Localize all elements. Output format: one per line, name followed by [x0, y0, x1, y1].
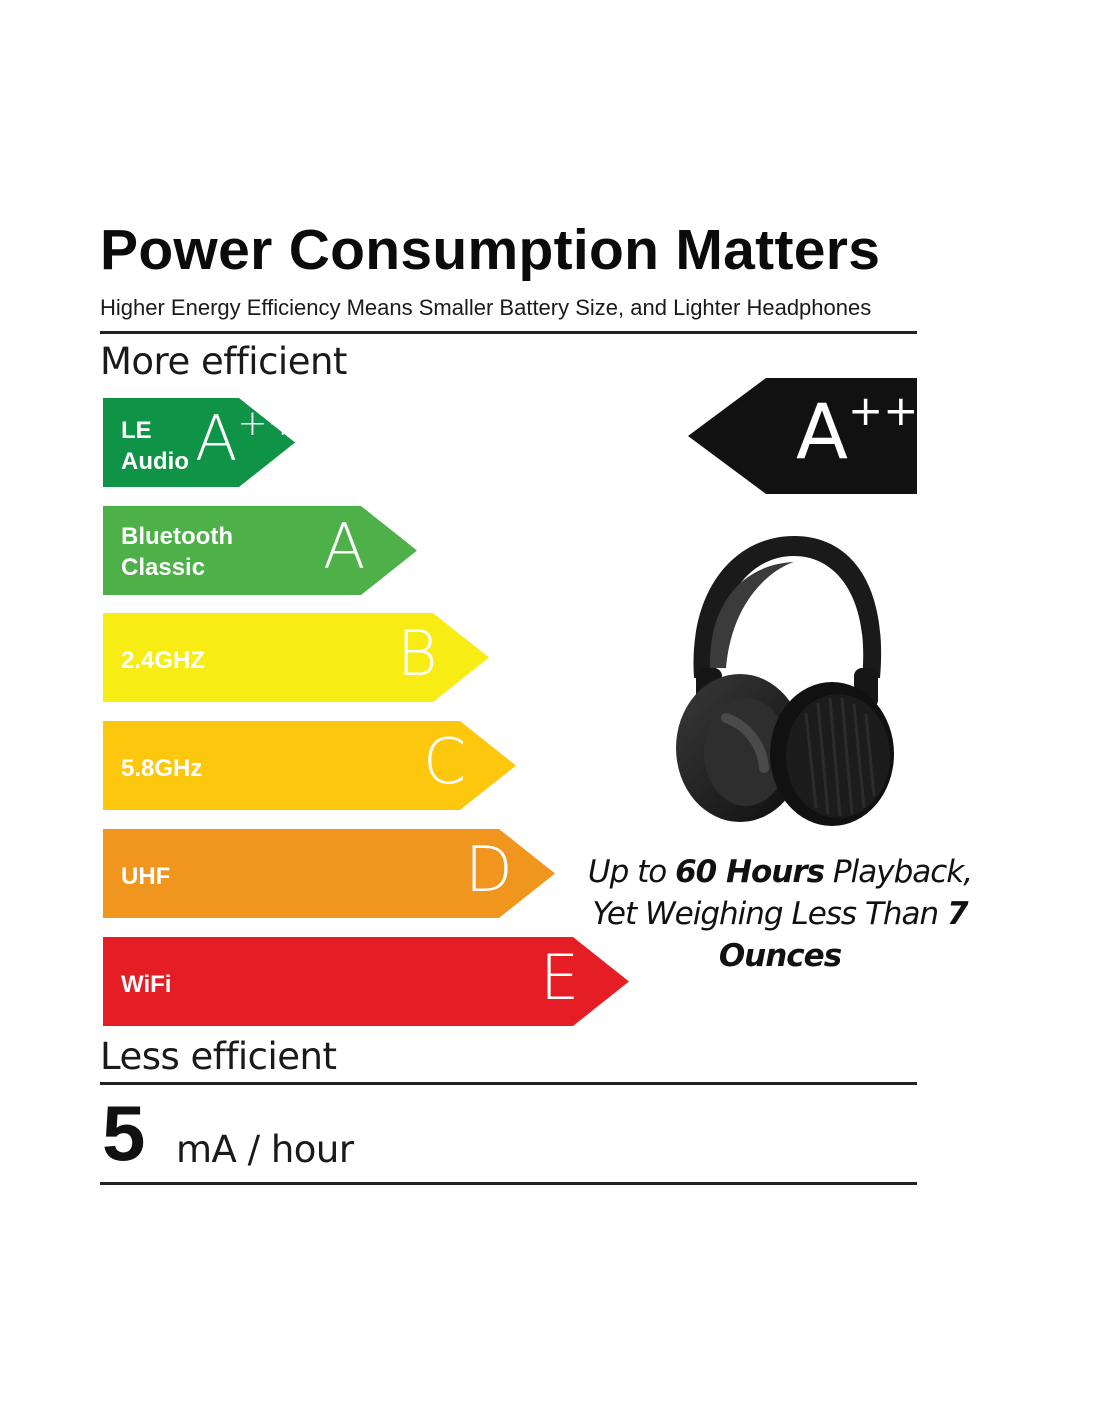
caption-line-2: Yet Weighing Less Than 7 Ounces [592, 895, 968, 974]
energy-bar-arrow [103, 613, 489, 702]
energy-bar-arrow [103, 506, 417, 595]
energy-bar-arrow [103, 721, 516, 810]
rating-grade: A++ [796, 386, 919, 476]
energy-bar: Bluetooth Classic A [103, 506, 417, 595]
energy-bar-name: 5.8GHz [121, 755, 203, 782]
energy-bar: 5.8GHz C [103, 721, 516, 810]
energy-bar-grade: E [540, 941, 580, 1014]
energy-bar-name: 2.4GHZ [121, 647, 206, 674]
energy-bar-name: Bluetooth Classic [121, 523, 233, 582]
page-title: Power Consumption Matters [100, 218, 881, 282]
energy-bar-grade: C [423, 725, 467, 798]
product-rating: A++ [688, 378, 919, 494]
energy-bar: WiFi E [103, 937, 629, 1026]
rating-arrow [688, 378, 917, 494]
energy-bar: UHF D [103, 829, 555, 918]
less-efficient-label: Less efficient [100, 1035, 337, 1078]
energy-bar-name: WiFi [121, 971, 172, 998]
battery-caption: Up to 60 Hours Playback, Yet Weighing Le… [540, 852, 1020, 978]
bottom-divider [100, 1182, 917, 1185]
more-efficient-label: More efficient [100, 340, 347, 383]
consumption-value: 5 [102, 1089, 146, 1177]
energy-bar: 2.4GHZ B [103, 613, 489, 702]
top-divider [100, 331, 917, 334]
energy-bar-grade: A++ [195, 402, 298, 475]
page-subtitle: Higher Energy Efficiency Means Smaller B… [100, 295, 872, 320]
energy-bar-arrow [103, 398, 295, 487]
energy-bar-grade: A [323, 510, 366, 583]
energy-bar-arrow [103, 829, 555, 918]
energy-bar-grade: B [397, 617, 438, 690]
energy-bar-name: UHF [121, 863, 171, 890]
energy-bar-arrow [103, 937, 629, 1026]
energy-bar-grade: D [465, 833, 513, 906]
middle-divider [100, 1082, 917, 1085]
energy-bar: LE Audio A++ [103, 398, 298, 487]
headphones-icon [676, 536, 894, 826]
consumption-unit: mA / hour [176, 1128, 354, 1171]
energy-bar-name: LE Audio [121, 417, 189, 476]
caption-line-1: Up to 60 Hours Playback, [587, 854, 973, 890]
